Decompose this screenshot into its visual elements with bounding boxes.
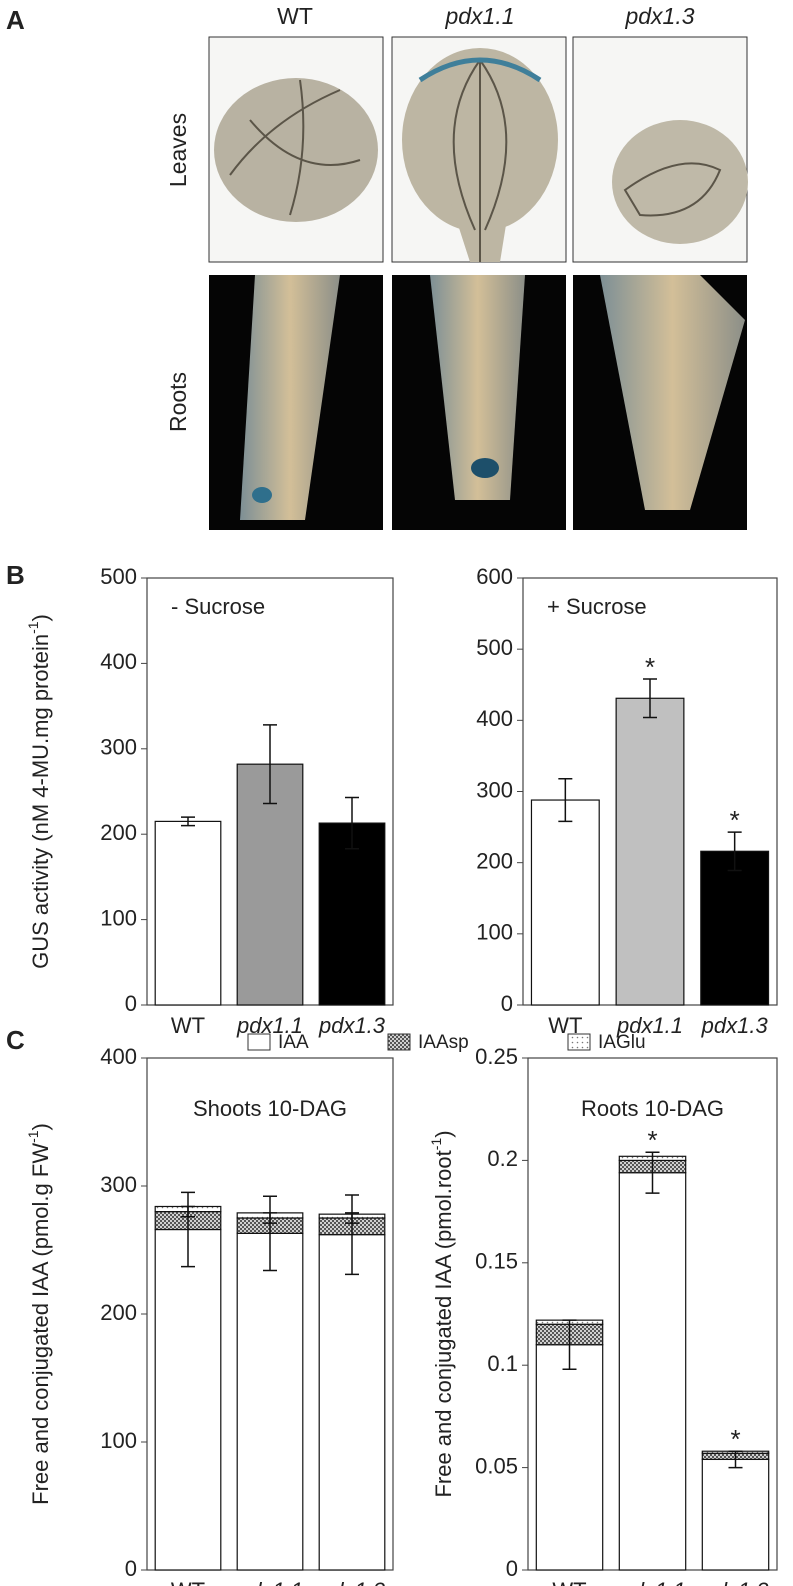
legend-swatch <box>387 1033 411 1051</box>
annotation: - Sucrose <box>171 594 265 619</box>
error-bar <box>181 1205 195 1218</box>
y-tick-label: 0 <box>125 991 137 1016</box>
y-axis-label: Free and conjugated IAA (pmol.g FW-1) <box>25 1123 53 1505</box>
x-tick-label: pdx1.1 <box>618 1578 685 1586</box>
y-tick-label: 0.05 <box>475 1453 518 1478</box>
bar-segment <box>535 1344 604 1571</box>
significance-marker: * <box>647 1125 657 1155</box>
significance-marker: * <box>645 652 655 682</box>
bar-segment <box>618 1172 687 1571</box>
y-tick-label: 400 <box>100 1044 137 1069</box>
bar <box>700 850 770 1006</box>
significance-marker: * <box>730 1424 740 1454</box>
y-tick-label: 0.1 <box>487 1351 518 1376</box>
y-axis-label-part: Free and conjugated IAA (pmol.root <box>431 1150 456 1497</box>
bar <box>154 820 222 1006</box>
bar-segment <box>154 1228 222 1571</box>
error-bar <box>558 777 573 823</box>
error-bar <box>181 1191 195 1268</box>
y-tick-label: 100 <box>100 905 137 930</box>
y-axis-label-part: -1 <box>25 1130 41 1143</box>
y-axis-label-part: Free and conjugated IAA (pmol.g FW <box>28 1143 53 1505</box>
bar <box>318 822 386 1006</box>
y-tick-label: 200 <box>100 820 137 845</box>
error-bar <box>727 831 742 872</box>
x-tick-label: pdx1.3 <box>701 1013 769 1038</box>
x-tick-label: pdx1.1 <box>236 1578 303 1586</box>
error-bar <box>345 796 359 850</box>
legend-label: IAAsp <box>418 1032 469 1053</box>
column-label: pdx1.1 <box>444 3 514 29</box>
annotation: + Sucrose <box>547 594 647 619</box>
y-axis-label-part: -1 <box>25 621 41 634</box>
x-tick-label: WT <box>552 1578 586 1586</box>
x-tick-label: WT <box>171 1578 205 1586</box>
x-tick-label: pdx1.3 <box>318 1013 386 1038</box>
column-label: WT <box>277 3 313 29</box>
panel-label: B <box>6 560 25 590</box>
y-axis-label-part: GUS activity (nM 4-MU.mg protein <box>28 634 53 969</box>
y-tick-label: 200 <box>476 848 513 873</box>
panel-label: C <box>6 1025 25 1055</box>
y-axis-label: GUS activity (nM 4-MU.mg protein-1) <box>25 614 53 969</box>
error-bar <box>562 1319 577 1371</box>
y-tick-label: 0 <box>506 1556 518 1581</box>
error-bar <box>645 1151 660 1194</box>
y-axis-label-part: ) <box>431 1130 456 1137</box>
annotation: Shoots 10-DAG <box>193 1096 347 1121</box>
y-tick-label: 0 <box>125 1556 137 1581</box>
bar <box>615 697 685 1006</box>
error-bar <box>263 1212 277 1224</box>
significance-marker: * <box>730 805 740 835</box>
y-tick-label: 500 <box>476 635 513 660</box>
legend-swatch <box>567 1033 591 1051</box>
y-tick-label: 0.2 <box>487 1146 518 1171</box>
y-tick-label: 100 <box>476 920 513 945</box>
y-tick-label: 300 <box>100 1172 137 1197</box>
y-tick-label: 400 <box>100 649 137 674</box>
x-tick-label: pdx1.3 <box>701 1578 769 1586</box>
legend-swatch <box>247 1033 271 1051</box>
error-bar <box>643 678 657 719</box>
x-tick-label: WT <box>171 1013 205 1038</box>
column-label: pdx1.3 <box>624 3 694 29</box>
annotation: Roots 10-DAG <box>581 1096 724 1121</box>
error-bar <box>263 1195 277 1272</box>
y-tick-label: 200 <box>100 1300 137 1325</box>
y-tick-label: 300 <box>476 777 513 802</box>
row-label: Roots <box>165 372 191 432</box>
bar-segment <box>701 1458 770 1571</box>
y-axis-label-part: ) <box>28 1123 53 1130</box>
y-tick-label: 400 <box>476 706 513 731</box>
error-bar <box>181 816 195 827</box>
panel-label: A <box>6 5 25 35</box>
root-photo <box>209 275 747 530</box>
legend-label: IAA <box>278 1032 309 1053</box>
leaf-photo <box>208 36 748 263</box>
bar-segment <box>236 1232 304 1571</box>
y-tick-label: 0.25 <box>475 1044 518 1069</box>
y-tick-label: 100 <box>100 1428 137 1453</box>
y-axis-label: Free and conjugated IAA (pmol.root-1) <box>428 1130 456 1497</box>
bar-segment <box>318 1234 386 1571</box>
error-bar <box>345 1194 359 1276</box>
y-axis-label-part: -1 <box>428 1138 444 1151</box>
x-tick-label: pdx1.3 <box>318 1578 386 1586</box>
y-tick-label: 0.15 <box>475 1249 518 1274</box>
x-tick-label: pdx1.1 <box>616 1013 683 1038</box>
y-tick-label: 600 <box>476 564 513 589</box>
legend-label: IAGlu <box>598 1032 646 1053</box>
error-bar <box>728 1450 743 1469</box>
y-tick-label: 500 <box>100 564 137 589</box>
bar <box>530 799 600 1006</box>
y-tick-label: 300 <box>100 735 137 760</box>
y-tick-label: 0 <box>501 991 513 1016</box>
error-bar <box>345 1212 359 1224</box>
error-bar <box>263 724 277 805</box>
y-axis-label-part: ) <box>28 614 53 621</box>
row-label: Leaves <box>165 113 191 187</box>
